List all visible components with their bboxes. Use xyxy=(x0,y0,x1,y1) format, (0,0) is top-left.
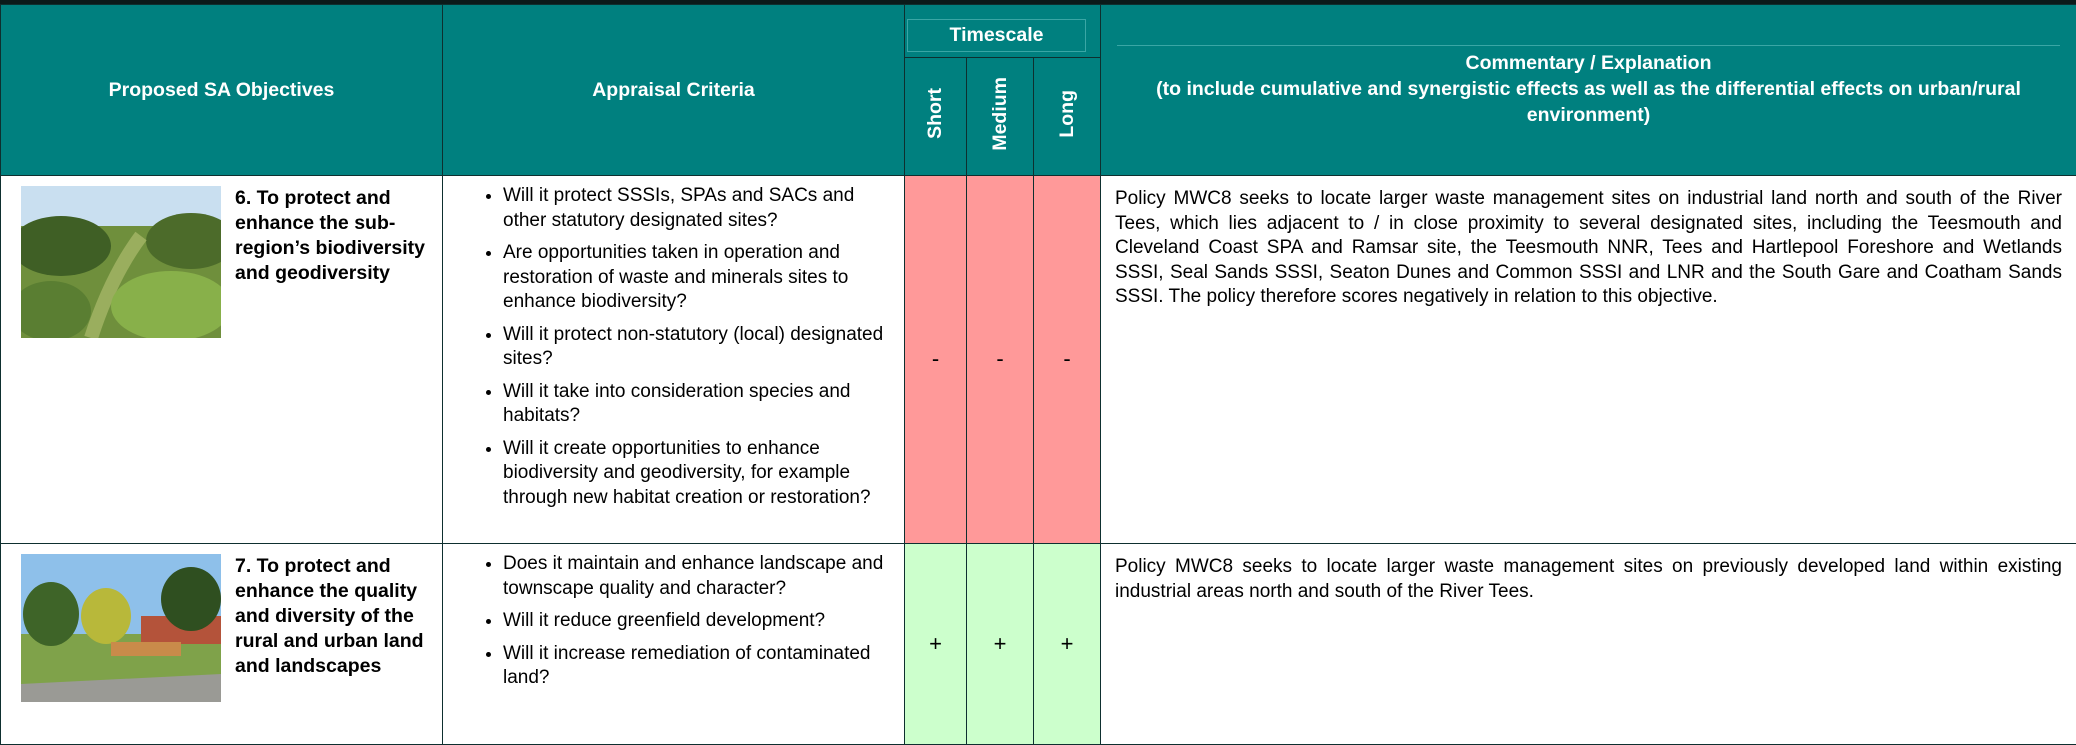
criterion: Does it maintain and enhance landscape a… xyxy=(503,552,894,601)
criterion: Will it take into consideration species … xyxy=(503,380,894,429)
criteria-cell: Does it maintain and enhance landscape a… xyxy=(442,543,905,745)
medium-label: Medium xyxy=(988,76,1011,151)
commentary: Policy MWC8 seeks to locate larger waste… xyxy=(1100,543,2076,745)
header-objectives: Proposed SA Objectives xyxy=(0,4,443,176)
criteria-list: Does it maintain and enhance landscape a… xyxy=(443,552,894,691)
photo xyxy=(11,186,236,341)
objective: 6. To protect and enhance the sub-region… xyxy=(1,176,442,346)
score-long: + xyxy=(1033,543,1101,745)
score-medium: - xyxy=(966,175,1034,544)
criteria-list: Will it protect SSSIs, SPAs and SACs and… xyxy=(443,184,894,510)
header-criteria: Appraisal Criteria xyxy=(442,4,905,176)
commentary-subtitle: (to include cumulative and synergistic e… xyxy=(1156,77,2021,126)
criterion: Will it protect non-statutory (local) de… xyxy=(503,323,894,372)
timescale-label: Timescale xyxy=(907,18,1086,52)
objective: 7. To protect and enhance the quality an… xyxy=(1,544,442,710)
criterion: Will it create opportunities to enhance … xyxy=(503,437,894,511)
photo-wrap xyxy=(21,554,221,710)
header-commentary: Commentary / Explanation (to include cum… xyxy=(1100,4,2076,176)
table-row: 6. To protect and enhance the sub-region… xyxy=(0,175,2076,544)
objective-cell: 7. To protect and enhance the quality an… xyxy=(0,543,443,745)
header-timescale: Timescale xyxy=(904,4,1101,58)
appraisal-table: Proposed SA Objectives Appraisal Criteri… xyxy=(0,4,2076,745)
photo-wrap xyxy=(11,186,236,346)
commentary-header-box: Commentary / Explanation (to include cum… xyxy=(1117,44,2060,136)
header-short: Short xyxy=(904,57,967,176)
header-medium: Medium xyxy=(966,57,1034,176)
table-row: 7. To protect and enhance the quality an… xyxy=(0,543,2076,745)
criterion: Are opportunities taken in operation and… xyxy=(503,241,894,315)
objective-text: 7. To protect and enhance the quality an… xyxy=(235,555,424,677)
score-short: - xyxy=(904,175,967,544)
long-label: Long xyxy=(1055,89,1078,138)
commentary-title: Commentary / Explanation xyxy=(1465,51,1712,74)
commentary: Policy MWC8 seeks to locate larger waste… xyxy=(1100,175,2076,544)
short-label: Short xyxy=(924,88,946,139)
score-medium: + xyxy=(966,543,1034,745)
objective-text: 6. To protect and enhance the sub-region… xyxy=(235,187,425,284)
table-body: 6. To protect and enhance the sub-region… xyxy=(0,175,2076,745)
criterion: Will it reduce greenfield development? xyxy=(503,609,894,634)
criterion: Will it protect SSSIs, SPAs and SACs and… xyxy=(503,184,894,233)
criteria-cell: Will it protect SSSIs, SPAs and SACs and… xyxy=(442,175,905,544)
photo xyxy=(21,554,221,702)
score-short: + xyxy=(904,543,967,745)
criterion: Will it increase remediation of contamin… xyxy=(503,642,894,691)
header-long: Long xyxy=(1033,57,1101,176)
objective-cell: 6. To protect and enhance the sub-region… xyxy=(0,175,443,544)
score-long: - xyxy=(1033,175,1101,544)
